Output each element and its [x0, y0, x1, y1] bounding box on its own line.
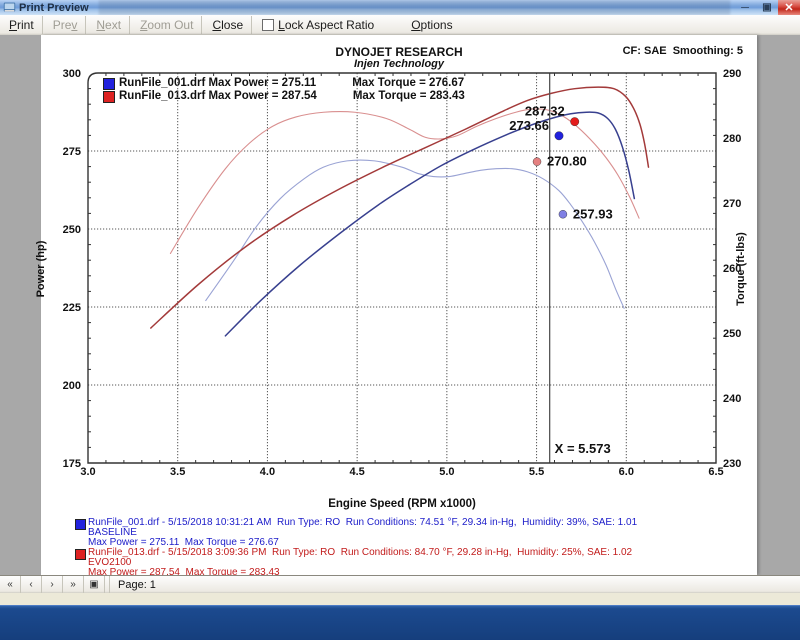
- svg-text:250: 250: [723, 328, 741, 340]
- svg-text:3.0: 3.0: [80, 466, 95, 478]
- svg-text:287.32: 287.32: [525, 104, 565, 119]
- svg-text:275: 275: [63, 146, 81, 158]
- svg-text:260: 260: [723, 263, 741, 275]
- svg-text:4.0: 4.0: [260, 466, 275, 478]
- svg-text:225: 225: [63, 302, 81, 314]
- svg-text:290: 290: [723, 68, 741, 80]
- svg-text:4.5: 4.5: [349, 466, 364, 478]
- svg-text:3.5: 3.5: [170, 466, 185, 478]
- svg-text:175: 175: [63, 458, 81, 470]
- svg-text:270: 270: [723, 198, 741, 210]
- svg-text:5.0: 5.0: [439, 466, 454, 478]
- svg-text:240: 240: [723, 393, 741, 405]
- svg-text:257.93: 257.93: [573, 206, 613, 221]
- svg-text:300: 300: [63, 68, 81, 80]
- svg-text:250: 250: [63, 224, 81, 236]
- svg-text:5.5: 5.5: [529, 466, 544, 478]
- svg-text:270.80: 270.80: [547, 154, 587, 169]
- svg-text:280: 280: [723, 133, 741, 145]
- svg-text:6.5: 6.5: [708, 466, 723, 478]
- svg-text:273.66: 273.66: [509, 118, 549, 133]
- svg-text:200: 200: [63, 380, 81, 392]
- svg-text:230: 230: [723, 458, 741, 470]
- svg-text:6.0: 6.0: [619, 466, 634, 478]
- svg-text:X = 5.573: X = 5.573: [555, 441, 611, 456]
